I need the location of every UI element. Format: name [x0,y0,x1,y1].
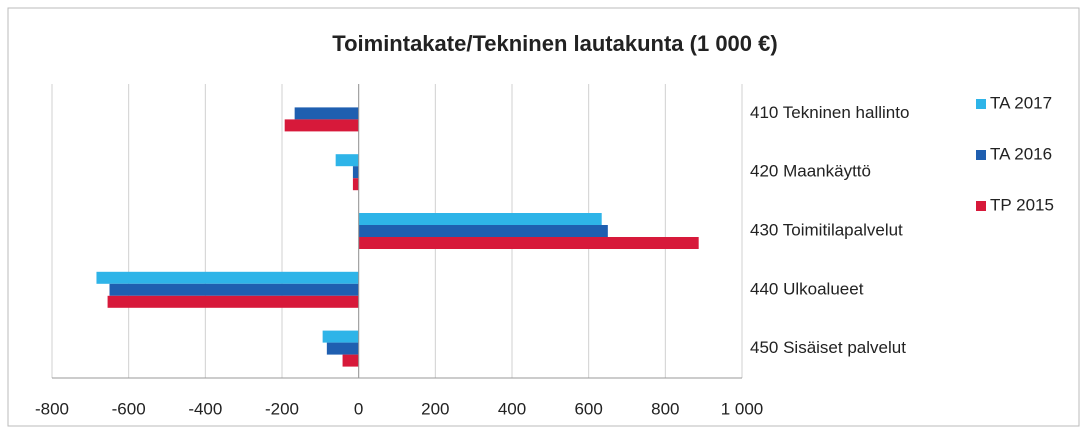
bar [358,213,602,225]
x-tick-label: -400 [188,399,222,418]
x-tick-label: 600 [574,399,602,418]
category-label: 430 Toimitilapalvelut [750,220,903,239]
x-tick-label: 800 [651,399,679,418]
bar [335,154,359,167]
bar [342,354,359,367]
bar [358,237,699,249]
bar [352,178,359,191]
legend-label: TP 2015 [990,195,1054,214]
bar [352,166,359,179]
bar [107,295,359,308]
x-tick-label: -800 [35,399,69,418]
category-label: 420 Maankäyttö [750,162,871,181]
category-label: 450 Sisäiset palvelut [750,338,906,357]
bar [96,271,359,284]
x-tick-label: -600 [112,399,146,418]
legend-swatch [976,201,986,211]
x-tick-label: 400 [498,399,526,418]
bar [358,225,608,237]
legend-label: TA 2016 [990,144,1052,163]
legend-label: TA 2017 [990,93,1052,112]
legend-swatch [976,150,986,160]
bar [326,342,359,355]
bar [109,283,359,296]
legend-swatch [976,99,986,109]
bar [322,330,359,343]
x-tick-label: 0 [354,399,363,418]
category-label: 410 Tekninen hallinto [750,103,909,122]
x-tick-label: 1 000 [721,399,764,418]
x-tick-label: 200 [421,399,449,418]
category-label: 440 Ulkoalueet [750,279,864,298]
x-tick-label: -200 [265,399,299,418]
bar [294,107,359,120]
bar [284,119,359,132]
chart-title: Toimintakate/Tekninen lautakunta (1 000 … [332,31,777,56]
